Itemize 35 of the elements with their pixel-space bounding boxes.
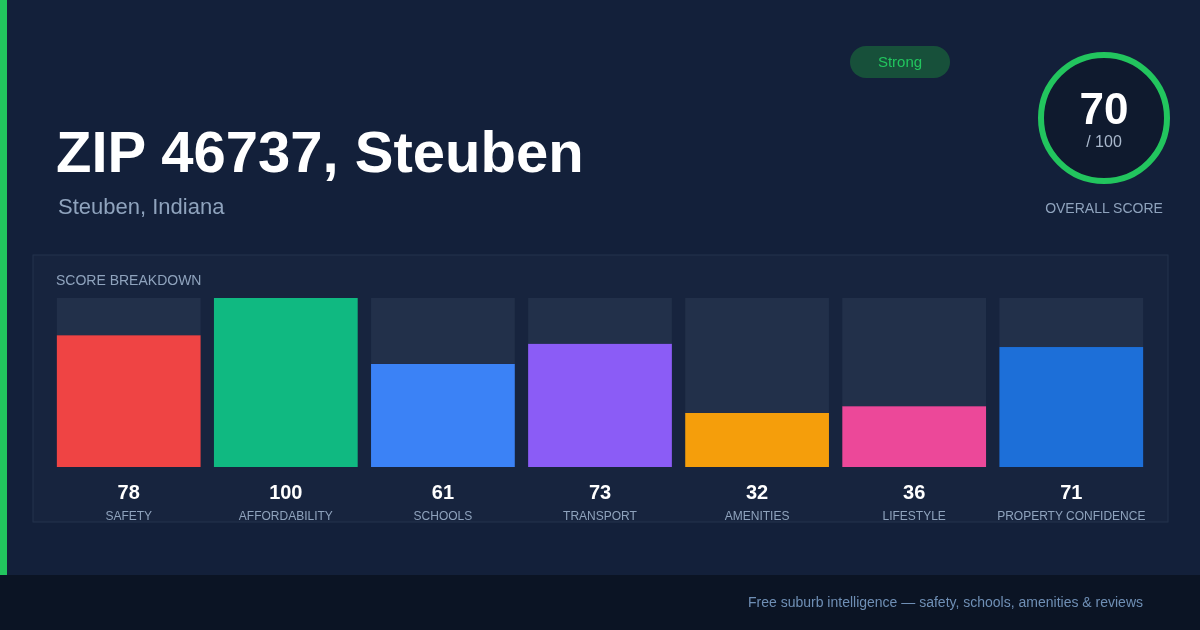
bar [999,347,1144,467]
text: / 100 [1086,133,1122,150]
x-tick-label: TRANSPORT [563,509,638,523]
bar [685,412,829,467]
x-tick-label: AFFORDABILITY [238,509,333,523]
bar [842,298,987,407]
x-tick-label: SCHOOLS [413,509,473,523]
x-tick-label: SAFETY [105,509,153,523]
data-label: 73 [588,481,612,503]
text: Free suburb intelligence — safety, schools, amenities & reviews [747,594,1143,610]
bar [528,298,672,344]
data-label: 78 [117,481,140,503]
data-label: 36 [903,481,926,503]
bar [56,335,201,467]
bar [999,298,1144,348]
x-tick-label: AMENITIES [724,509,790,523]
text: 70 [1079,84,1129,133]
bar [56,298,201,336]
x-tick-label: PROPERTY CONFIDENCE [997,509,1146,523]
bar [842,406,987,467]
bar [213,298,358,467]
bar [528,343,672,467]
text: Strong [877,53,923,70]
chart-title: ZIP 46737, Steuben [56,119,584,184]
chart-subtitle: Steuben, Indiana [58,194,226,219]
bar [371,298,515,364]
bar [685,298,829,413]
text: OVERALL SCORE [1045,200,1163,216]
data-label: 32 [745,481,769,503]
bar [371,363,515,467]
data-label: 100 [269,481,303,503]
data-label: 61 [431,481,455,503]
x-tick-label: LIFESTYLE [882,509,946,523]
text: SCORE BREAKDOWN [56,272,202,288]
data-label: 71 [1060,481,1083,503]
